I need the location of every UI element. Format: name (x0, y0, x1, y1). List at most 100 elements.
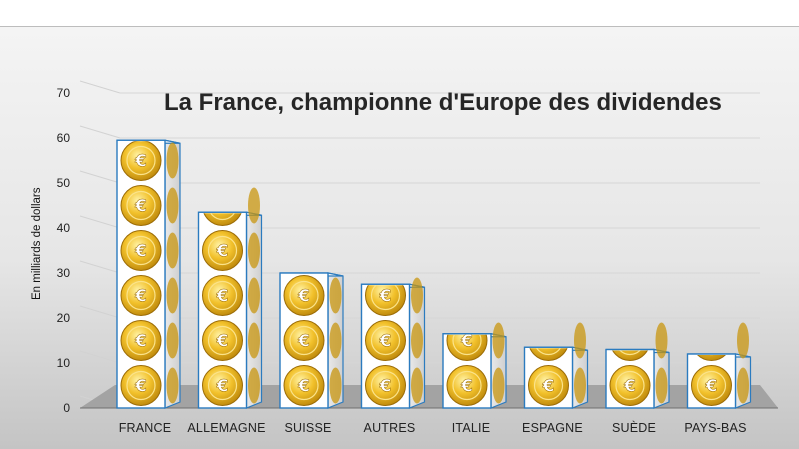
bar-autres: € € € (360, 277, 426, 409)
bar-france: € € € € € € (116, 139, 181, 409)
euro-symbol-icon: € (134, 287, 147, 307)
side-coin (737, 367, 749, 404)
side-coin (492, 322, 505, 359)
bar-suisse: € € € (279, 272, 344, 409)
euro-coin-icon (446, 334, 488, 361)
coin-stack: € € € € € € (120, 141, 162, 406)
side-coin (166, 277, 179, 314)
bar-italie: €€ (442, 322, 507, 409)
euro-symbol-icon: € (134, 152, 147, 172)
bar-suède: €€ (605, 322, 670, 409)
euro-symbol-icon: € (623, 332, 636, 352)
euro-coin-icon (612, 350, 648, 361)
side-coin (574, 367, 586, 404)
coin-rim (207, 280, 238, 311)
gridline-diag (79, 170, 121, 184)
bar-front (116, 139, 166, 409)
y-tick-label: 40 (57, 221, 71, 235)
side-coin (411, 322, 423, 359)
y-tick-label: 60 (57, 131, 71, 145)
gridline-diag (79, 215, 121, 229)
side-coin (329, 277, 342, 314)
euro-symbol-icon: € (460, 332, 473, 352)
coin-rim (536, 348, 561, 356)
y-tick-label: 70 (57, 86, 71, 100)
euro-symbol-icon: € (623, 377, 636, 397)
y-tick-label: 30 (57, 266, 71, 280)
side-coin (655, 367, 668, 404)
bar-pays-bas: €€ (686, 322, 752, 409)
coin-rim (126, 145, 156, 176)
coin-stack: €€ (528, 348, 569, 406)
euro-coin-icon (365, 285, 406, 316)
chart-title: La France, championne d'Europe des divid… (164, 89, 722, 116)
coin-rim (289, 280, 319, 311)
gridline-diag (79, 80, 121, 94)
coin-rim (452, 334, 482, 356)
x-category-labels: FRANCE ALLEMAGNE SUISSE AUTRES ITALIE ESPAGNE… (119, 420, 747, 435)
coin-stack: € € € (283, 275, 325, 406)
euro-symbol-icon: € (379, 332, 392, 352)
coin-stack: €€ (446, 332, 488, 406)
side-coin (248, 232, 260, 269)
coin-rim (126, 325, 156, 356)
side-coin (655, 322, 668, 359)
x-category-label: PAYS-BAS (684, 421, 746, 435)
y-tick-label: 10 (57, 356, 71, 370)
euro-symbol-icon: € (705, 377, 718, 397)
side-coin (166, 187, 179, 224)
side-coin (166, 232, 179, 269)
coin-rim (615, 370, 645, 401)
euro-symbol-icon: € (297, 332, 310, 352)
bar-espagne: €€ (523, 322, 589, 409)
x-category-label: ESPAGNE (522, 421, 583, 435)
coin-rim (207, 325, 238, 356)
coin-rim (126, 190, 156, 221)
euro-symbol-icon: € (460, 377, 473, 397)
side-coin (329, 367, 342, 404)
bars: €€€€€€€€€€€€€€€€€€€€€€€€€ (116, 139, 752, 409)
euro-symbol-icon: € (297, 377, 310, 397)
euro-symbol-icon: € (216, 197, 229, 217)
side-coin (737, 322, 749, 359)
y-axis-label: En milliards de dollars (31, 187, 43, 300)
gridline-diag (79, 305, 121, 319)
coin-rim (126, 370, 156, 401)
coin-stack: €€ (691, 355, 732, 406)
coin-rim (370, 285, 401, 311)
floor (80, 385, 778, 409)
euro-coin-icon (697, 355, 726, 361)
coin-rim (370, 325, 401, 356)
coin-stack: € € € € € (202, 197, 243, 406)
coin-rim (452, 370, 482, 401)
side-coin (574, 322, 586, 359)
coin-rim (126, 280, 156, 311)
side-coin (411, 277, 423, 314)
coin-stack: € € € (365, 285, 406, 406)
y-tick-label: 0 (63, 401, 70, 415)
coin-rim (207, 235, 238, 266)
coin-rim (289, 370, 319, 401)
euro-symbol-icon: € (216, 287, 229, 307)
x-category-label: FRANCE (119, 421, 172, 435)
coin-rim (619, 350, 641, 356)
x-category-label: ALLEMAGNE (187, 421, 265, 435)
side-coin (166, 322, 179, 359)
y-tick-labels: 0 10 20 30 40 50 60 70 (57, 86, 71, 415)
side-coin (329, 322, 342, 359)
side-coin (248, 187, 260, 224)
coin-stack: €€ (609, 332, 651, 406)
x-category-label: ITALIE (452, 421, 490, 435)
euro-symbol-icon: € (379, 377, 392, 397)
x-category-label: AUTRES (364, 421, 416, 435)
floor-plane (80, 385, 778, 408)
euro-symbol-icon: € (216, 377, 229, 397)
euro-symbol-icon: € (297, 287, 310, 307)
y-tick-label: 50 (57, 176, 71, 190)
gridline-diag (79, 260, 121, 274)
y-tick-label: 20 (57, 311, 71, 325)
euro-symbol-icon: € (542, 377, 555, 397)
side-coin (248, 367, 260, 404)
euro-symbol-icon: € (216, 332, 229, 352)
